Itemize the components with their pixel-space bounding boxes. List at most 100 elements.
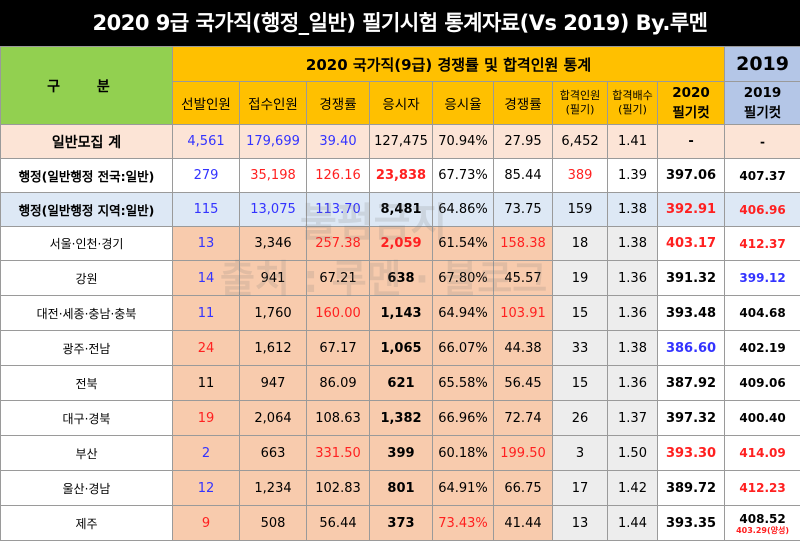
cell-cut2020: 386.60 (656, 330, 726, 366)
col-ratio-line2: (필기) (618, 103, 647, 116)
cell-applicants: 35,198 (239, 158, 307, 193)
col-selected: 선발인원 (172, 81, 240, 125)
cell-cut2019: 402.19 (724, 330, 800, 366)
cell-examinees: 8,481 (369, 192, 433, 227)
gubun-header: 구 분 (0, 46, 173, 125)
cell-cut2020: 397.06 (656, 158, 726, 193)
table-row: 광주·전남 24 1,612 67.17 1,065 66.07% 44.38 33 1.38 3… (0, 330, 800, 366)
cell-cut2020: - (656, 124, 726, 159)
row-label: 서울·인천·경기 (0, 226, 173, 261)
cell-cut2019: 400.40 (724, 400, 800, 436)
cell-rate2: 158.38 (493, 226, 553, 261)
cell-passed: 15 (552, 295, 608, 331)
cell-examinees: 638 (369, 260, 433, 296)
cell-rate2: 73.75 (493, 192, 553, 227)
cell-attend: 65.58% (432, 365, 494, 401)
cell-rate1: 108.63 (306, 400, 370, 436)
cell-rate1: 257.38 (306, 226, 370, 261)
col-cut2019-line1: 2019 (743, 85, 782, 101)
cell-examinees: 1,065 (369, 330, 433, 366)
row-label: 행정(일반행정 지역:일반) (0, 192, 173, 227)
cell-selected: 4,561 (172, 124, 240, 159)
cell-attend: 67.80% (432, 260, 494, 296)
cell-attend: 66.96% (432, 400, 494, 436)
cell-cut2019: 407.37 (724, 158, 800, 193)
col-cut2019: 2019 필기컷 (724, 81, 800, 125)
cell-rate1: 56.44 (306, 505, 370, 541)
col-rate2: 경쟁률 (493, 81, 553, 125)
cell-ratio: 1.38 (607, 226, 658, 261)
cell-ratio: 1.41 (607, 124, 658, 159)
table-row: 행정(일반행정 지역:일반) 115 13,075 113.70 8,481 64.86%… (0, 192, 800, 227)
cell-attend: 70.94% (432, 124, 494, 159)
col-ratio-line1: 합격배수 (612, 89, 653, 102)
cell-examinees: 23,838 (369, 158, 433, 193)
cell-rate1: 113.70 (306, 192, 370, 227)
cell-rate1: 331.50 (306, 435, 370, 471)
table-row: 서울·인천·경기 13 3,346 257.38 2,059 61.54% 158.38 18… (0, 226, 800, 261)
cell-passed: 159 (552, 192, 608, 227)
cell-attend: 67.73% (432, 158, 494, 193)
cell-rate2: 44.38 (493, 330, 553, 366)
cell-rate1: 67.17 (306, 330, 370, 366)
cell-cut2020: 393.35 (656, 505, 726, 541)
cell-rate1: 86.09 (306, 365, 370, 401)
col-cut2019-line2: 필기컷 (743, 105, 782, 121)
col-rate1: 경쟁률 (306, 81, 370, 125)
table-row: 제주 9 508 56.44 373 73.43% 41.44 13 1.44 393.35 408… (0, 505, 800, 541)
row-label: 제주 (0, 505, 173, 541)
cell-examinees: 1,143 (369, 295, 433, 331)
cell-examinees: 399 (369, 435, 433, 471)
col-applicants: 접수인원 (239, 81, 307, 125)
col-examinees: 응시자 (369, 81, 433, 125)
cell-examinees: 621 (369, 365, 433, 401)
cell-selected: 13 (172, 226, 240, 261)
cell-cut2019: 399.12 (724, 260, 800, 296)
cell-examinees: 2,059 (369, 226, 433, 261)
table-row: 행정(일반행정 전국:일반) 279 35,198 126.16 23,838 67.73… (0, 158, 800, 193)
cell-selected: 115 (172, 192, 240, 227)
cell-applicants: 508 (239, 505, 307, 541)
cell-rate1: 67.21 (306, 260, 370, 296)
cell-passed: 6,452 (552, 124, 608, 159)
cell-selected: 19 (172, 400, 240, 436)
cell-applicants: 2,064 (239, 400, 307, 436)
col-cut2020-line1: 2020 (672, 85, 710, 101)
row-label: 울산·경남 (0, 470, 173, 506)
cell-cut2019: 404.68 (724, 295, 800, 331)
cell-ratio: 1.50 (607, 435, 658, 471)
cell-rate1: 160.00 (306, 295, 370, 331)
cell-examinees: 801 (369, 470, 433, 506)
cell-examinees: 1,382 (369, 400, 433, 436)
cell-ratio: 1.38 (607, 330, 658, 366)
cell-rate2: 72.74 (493, 400, 553, 436)
cell-rate2: 103.91 (493, 295, 553, 331)
sheet-title: 2020 9급 국가직(행정_일반) 필기시험 통계자료(Vs 2019) By… (0, 0, 800, 46)
cell-cut2019: 412.23 (724, 470, 800, 506)
cell-cut2019-value: 408.52 (739, 511, 786, 526)
col-cut2020-line2: 필기컷 (672, 105, 710, 121)
row-label: 행정(일반행정 전국:일반) (0, 158, 173, 193)
cell-cut2020: 403.17 (656, 226, 726, 261)
cell-rate2: 85.44 (493, 158, 553, 193)
cell-cut2020: 389.72 (656, 470, 726, 506)
cell-examinees: 127,475 (369, 124, 433, 159)
cell-ratio: 1.36 (607, 295, 658, 331)
cell-attend: 64.91% (432, 470, 494, 506)
row-label: 전북 (0, 365, 173, 401)
cell-cut2019: 412.37 (724, 226, 800, 261)
cell-passed: 18 (552, 226, 608, 261)
row-label: 대구·경북 (0, 400, 173, 436)
cell-rate1: 126.16 (306, 158, 370, 193)
cell-ratio: 1.39 (607, 158, 658, 193)
col-passed-line2: (필기) (565, 103, 595, 116)
cell-selected: 12 (172, 470, 240, 506)
cell-selected: 2 (172, 435, 240, 471)
cell-cut2019: 406.96 (724, 192, 800, 227)
cell-applicants: 947 (239, 365, 307, 401)
cell-selected: 9 (172, 505, 240, 541)
cell-cut2020: 393.48 (656, 295, 726, 331)
table-row: 대전·세종·충남·충북 11 1,760 160.00 1,143 64.94% 103.9… (0, 295, 800, 331)
cell-examinees: 373 (369, 505, 433, 541)
table-body: 일반모집 계 4,561 179,699 39.40 127,475 70.94% 27.9… (0, 124, 800, 541)
